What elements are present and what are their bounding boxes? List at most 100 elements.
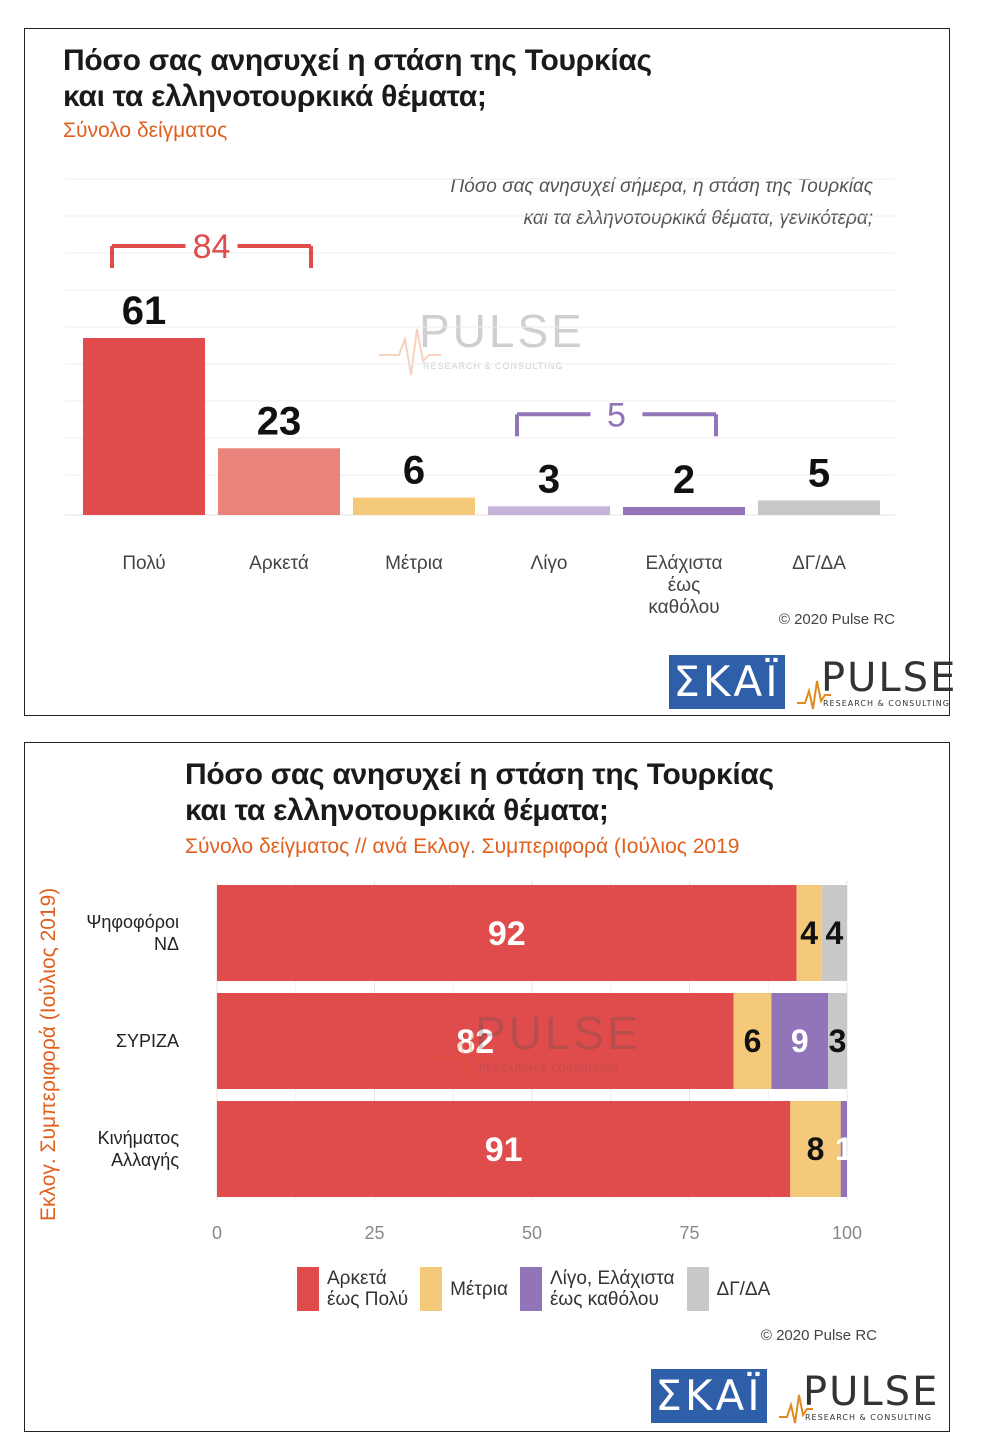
pulse-logo-tagline: RESEARCH & CONSULTING bbox=[823, 699, 950, 708]
segment bbox=[733, 993, 772, 1089]
segment-label: 1 bbox=[835, 1131, 853, 1167]
legend-label: Μέτρια bbox=[450, 1278, 508, 1300]
legend-swatch bbox=[519, 1267, 542, 1311]
x-tick-label: 75 bbox=[679, 1223, 699, 1243]
segment-label: 92 bbox=[488, 915, 526, 953]
segment-label: 3 bbox=[829, 1023, 847, 1059]
pulse-wave-icon bbox=[797, 680, 831, 710]
pulse-watermark-icon: PULSE RESEARCH & CONSULTING bbox=[379, 305, 585, 376]
chart1-question: Πόσο σας ανησυχεί σήμερα, η στάση της Το… bbox=[451, 171, 874, 235]
segment bbox=[217, 885, 797, 981]
bracket-label: 84 bbox=[193, 228, 231, 266]
segment bbox=[840, 1101, 847, 1197]
stacked-bar-chart-panel: Πόσο σας ανησυχεί η στάση της Τουρκίας κ… bbox=[24, 742, 950, 1432]
skai-logo-2: ΣΚΑΪ bbox=[651, 1369, 767, 1423]
pulse-watermark-2-word: PULSE bbox=[475, 1007, 641, 1059]
category-label: Λίγο bbox=[531, 553, 568, 574]
pulse-logo-2-tagline: RESEARCH & CONSULTING bbox=[805, 1413, 932, 1422]
category-label: ΔΓ/ΔΑ bbox=[792, 553, 846, 574]
bar-4 bbox=[623, 507, 745, 515]
category-label: Αρκετά bbox=[249, 553, 309, 574]
bar-value-label: 23 bbox=[257, 399, 302, 443]
category-label: Αλλαγής bbox=[111, 1150, 179, 1170]
legend-item: Μέτρια bbox=[420, 1267, 508, 1311]
vertical-bar-chart-panel: Πόσο σας ανησυχεί η στάση της Τουρκίας κ… bbox=[24, 28, 955, 716]
chart1-title-line2: και τα ελληνοτουρκικά θέματα; bbox=[63, 80, 487, 113]
legend-label: ΔΓ/ΔΑ bbox=[716, 1278, 771, 1300]
pulse-watermark: PULSE RESEARCH & CONSULTING bbox=[379, 299, 599, 379]
segment-label: 6 bbox=[744, 1023, 762, 1059]
category-label: Μέτρια bbox=[385, 553, 443, 574]
segment-label: 8 bbox=[807, 1131, 825, 1167]
chart1-title-line1: Πόσο σας ανησυχεί η στάση της Τουρκίας bbox=[63, 44, 652, 77]
segment-label: 91 bbox=[485, 1131, 523, 1169]
pulse-logo-2: PULSE RESEARCH & CONSULTING bbox=[777, 1367, 937, 1425]
chart2-title-line2: και τα ελληνοτουρκικά θέματα; bbox=[185, 794, 609, 827]
bracket-5: 5 bbox=[515, 396, 718, 437]
bar-value-label: 2 bbox=[673, 458, 695, 502]
skai-logo: ΣΚΑΪ bbox=[669, 655, 785, 709]
bar-value-label: 61 bbox=[122, 289, 167, 333]
legend-swatch bbox=[297, 1267, 319, 1311]
bar-3 bbox=[488, 506, 610, 515]
pulse-wave-icon-2 bbox=[779, 1394, 813, 1424]
bar-0 bbox=[83, 338, 205, 515]
chart1-title: Πόσο σας ανησυχεί η στάση της Τουρκίας κ… bbox=[63, 43, 652, 115]
segment-label: 9 bbox=[791, 1023, 809, 1059]
x-tick-label: 25 bbox=[364, 1223, 384, 1243]
legend-item: Αρκετά έως Πολύ bbox=[297, 1267, 408, 1311]
pulse-watermark-2-tagline: RESEARCH & CONSULTING bbox=[479, 1063, 619, 1073]
x-tick-label: 0 bbox=[212, 1223, 222, 1243]
segment bbox=[828, 993, 847, 1089]
x-tick-label: 100 bbox=[832, 1223, 862, 1243]
pulse-logo: PULSE RESEARCH & CONSULTING bbox=[795, 653, 955, 711]
segment-label: 4 bbox=[800, 915, 818, 951]
segment bbox=[217, 993, 734, 1089]
pulse-watermark-word: PULSE bbox=[419, 305, 585, 357]
legend-item: Λίγο, Ελάχιστα έως καθόλου bbox=[519, 1267, 675, 1311]
bracket-84: 84 bbox=[110, 228, 313, 268]
category-label: έως bbox=[668, 575, 700, 596]
legend-swatch bbox=[686, 1267, 709, 1311]
category-label: ΣΥΡΙΖΑ bbox=[116, 1031, 179, 1051]
segment bbox=[821, 885, 847, 981]
pulse-watermark-tagline: RESEARCH & CONSULTING bbox=[423, 361, 563, 371]
legend-label: Αρκετά έως Πολύ bbox=[327, 1268, 409, 1310]
segment bbox=[796, 885, 822, 981]
category-label: Ψηφοφόροι bbox=[86, 912, 179, 932]
bar-value-label: 5 bbox=[808, 451, 830, 495]
bar-5 bbox=[758, 500, 880, 515]
legend-item: ΔΓ/ΔΑ bbox=[686, 1267, 771, 1311]
segment-label: 82 bbox=[456, 1023, 494, 1061]
chart2-title-line1: Πόσο σας ανησυχεί η στάση της Τουρκίας bbox=[185, 758, 774, 791]
chart2-title: Πόσο σας ανησυχεί η στάση της Τουρκίας κ… bbox=[185, 757, 774, 829]
segment bbox=[790, 1101, 841, 1197]
category-label: Κινήματος bbox=[98, 1128, 180, 1148]
pulse-logo-2-word: PULSE bbox=[803, 1369, 940, 1415]
x-tick-label: 50 bbox=[522, 1223, 542, 1243]
chart2-subtitle: Σύνολο δείγματος // ανά Εκλογ. Συμπεριφο… bbox=[185, 835, 740, 858]
bar-1 bbox=[218, 448, 340, 515]
chart2-legend: Αρκετά έως Πολύ Μέτρια Λίγο, Ελάχιστα έως … bbox=[297, 1267, 782, 1311]
pulse-logo-word: PULSE bbox=[821, 655, 958, 701]
segment bbox=[771, 993, 829, 1089]
pulse-watermark-2: PULSE RESEARCH & CONSULTING bbox=[435, 1001, 655, 1081]
category-label: ΝΔ bbox=[154, 934, 179, 954]
bar-2 bbox=[353, 497, 475, 515]
pulse-watermark-2-icon: PULSE RESEARCH & CONSULTING bbox=[435, 1007, 641, 1078]
legend-swatch bbox=[420, 1267, 443, 1311]
segment-label: 4 bbox=[826, 915, 844, 951]
chart1-subtitle: Σύνολο δείγματος bbox=[63, 119, 228, 142]
bar-value-label: 3 bbox=[538, 457, 560, 501]
legend-label: Λίγο, Ελάχιστα έως καθόλου bbox=[549, 1268, 675, 1310]
bar-value-label: 6 bbox=[403, 449, 425, 493]
chart2-copyright: © 2020 Pulse RC bbox=[760, 1327, 877, 1344]
category-label: Πολύ bbox=[122, 553, 165, 574]
category-label: Ελάχιστα bbox=[645, 553, 722, 574]
segment bbox=[217, 1101, 791, 1197]
category-label: καθόλου bbox=[648, 597, 719, 618]
bracket-label: 5 bbox=[607, 396, 626, 434]
chart1-plot: 61 Πολύ 23 Αρκετά 6 Μέτρια 3 Λίγο 2 Ελάχισταέωςκα… bbox=[65, 178, 895, 618]
chart1-question-line1: Πόσο σας ανησυχεί σήμερα, η στάση της Το… bbox=[450, 176, 874, 197]
